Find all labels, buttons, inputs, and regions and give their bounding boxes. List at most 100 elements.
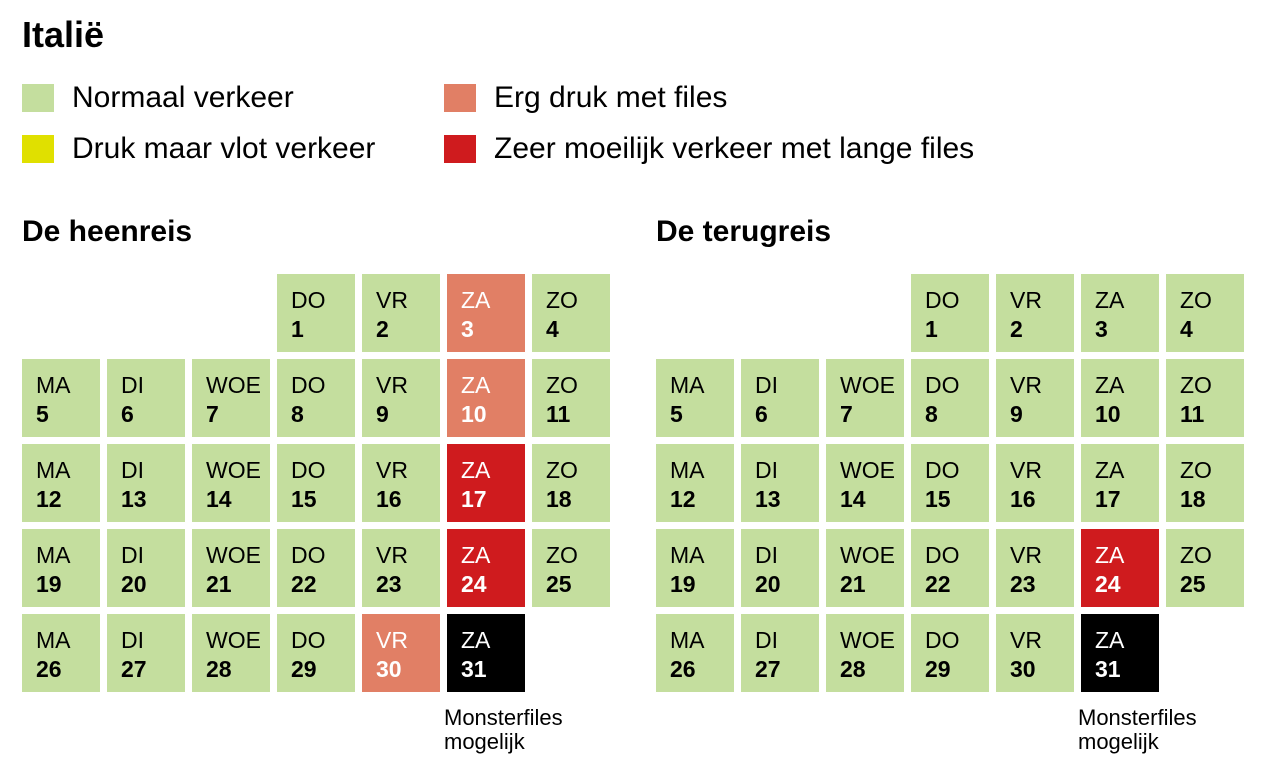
date-number: 14 bbox=[206, 486, 232, 512]
date-number: 6 bbox=[121, 401, 134, 427]
weekday-label: DI bbox=[121, 372, 144, 398]
weekday-label: ZA bbox=[1095, 372, 1125, 398]
weekday-label: VR bbox=[1010, 372, 1042, 398]
calendar-day-cell: WOE 21 bbox=[826, 529, 904, 607]
calendar-day-cell: ZA 17 bbox=[1081, 444, 1159, 522]
legend-label-erg: Erg druk met files bbox=[494, 81, 728, 114]
weekday-label: ZA bbox=[461, 542, 491, 568]
weekday-label: VR bbox=[376, 542, 408, 568]
weekday-label: ZA bbox=[461, 627, 491, 653]
note-line-1: Monsterfiles bbox=[444, 705, 563, 730]
calendar-day-cell: DO 29 bbox=[277, 614, 355, 692]
calendar-day-cell: ZA 3 bbox=[1081, 274, 1159, 352]
note-heenreis: Monsterfiles mogelijk bbox=[444, 706, 563, 754]
weekday-label: MA bbox=[36, 627, 71, 653]
calendar-day-cell: WOE 7 bbox=[192, 359, 270, 437]
date-number: 13 bbox=[121, 486, 147, 512]
weekday-label: ZO bbox=[1180, 457, 1212, 483]
weekday-label: DI bbox=[755, 627, 778, 653]
date-number: 25 bbox=[546, 571, 572, 597]
calendar-day-cell: ZO 4 bbox=[1166, 274, 1244, 352]
date-number: 3 bbox=[461, 316, 474, 342]
calendar-day-cell: ZO 18 bbox=[1166, 444, 1244, 522]
calendar-terugreis: DO 1 VR 2 ZA 3 ZO 4 MA 5 DI 6 WOE 7 DO 8 VR 9 ZA 10 ZO 11 MA 12… bbox=[656, 274, 1246, 754]
legend-swatch-normal bbox=[22, 84, 54, 112]
weekday-label: DO bbox=[291, 457, 326, 483]
weekday-label: MA bbox=[36, 457, 71, 483]
date-number: 28 bbox=[840, 656, 866, 682]
calendar-day-cell: MA 26 bbox=[22, 614, 100, 692]
date-number: 22 bbox=[291, 571, 317, 597]
weekday-label: WOE bbox=[840, 457, 895, 483]
legend-label-normal: Normaal verkeer bbox=[72, 81, 294, 114]
calendar-day-cell: ZO 18 bbox=[532, 444, 610, 522]
date-number: 3 bbox=[1095, 316, 1108, 342]
date-number: 8 bbox=[291, 401, 304, 427]
calendar-day-cell: MA 26 bbox=[656, 614, 734, 692]
note-line-1: Monsterfiles bbox=[1078, 705, 1197, 730]
legend-label-druk: Druk maar vlot verkeer bbox=[72, 132, 376, 165]
calendar-day-cell: DO 15 bbox=[911, 444, 989, 522]
date-number: 10 bbox=[1095, 401, 1121, 427]
calendar-day-cell: ZO 11 bbox=[1166, 359, 1244, 437]
calendar-day-cell: ZO 11 bbox=[532, 359, 610, 437]
calendar-day-cell: ZA 10 bbox=[1081, 359, 1159, 437]
weekday-label: DI bbox=[121, 542, 144, 568]
date-number: 29 bbox=[291, 656, 317, 682]
weekday-label: ZO bbox=[546, 287, 578, 313]
date-number: 8 bbox=[925, 401, 938, 427]
date-number: 11 bbox=[546, 401, 571, 427]
weekday-label: DO bbox=[291, 287, 326, 313]
date-number: 4 bbox=[546, 316, 559, 342]
weekday-label: VR bbox=[1010, 627, 1042, 653]
date-number: 24 bbox=[1095, 571, 1121, 597]
calendar-day-cell: MA 19 bbox=[656, 529, 734, 607]
date-number: 26 bbox=[36, 656, 62, 682]
date-number: 17 bbox=[461, 486, 487, 512]
section-title-heenreis: De heenreis bbox=[22, 215, 193, 248]
date-number: 9 bbox=[376, 401, 389, 427]
date-number: 31 bbox=[1095, 656, 1121, 682]
weekday-label: DI bbox=[755, 457, 778, 483]
calendar-day-cell: WOE 14 bbox=[192, 444, 270, 522]
weekday-label: WOE bbox=[206, 627, 261, 653]
date-number: 23 bbox=[1010, 571, 1036, 597]
weekday-label: MA bbox=[670, 627, 705, 653]
calendar-heenreis: DO 1 VR 2 ZA 3 ZO 4 MA 5 DI 6 WOE 7 DO 8 VR 9 ZA 10 ZO 11 MA 12… bbox=[22, 274, 612, 754]
weekday-label: DO bbox=[925, 372, 960, 398]
calendar-day-cell: ZA 17 bbox=[447, 444, 525, 522]
weekday-label: WOE bbox=[840, 542, 895, 568]
date-number: 1 bbox=[925, 316, 938, 342]
weekday-label: DO bbox=[925, 287, 960, 313]
calendar-day-cell: MA 5 bbox=[22, 359, 100, 437]
weekday-label: ZO bbox=[1180, 372, 1212, 398]
calendar-day-cell: MA 12 bbox=[22, 444, 100, 522]
date-number: 4 bbox=[1180, 316, 1193, 342]
calendar-day-cell: VR 16 bbox=[362, 444, 440, 522]
date-number: 20 bbox=[755, 571, 781, 597]
calendar-day-cell: WOE 14 bbox=[826, 444, 904, 522]
calendar-day-cell: DI 13 bbox=[107, 444, 185, 522]
legend-swatch-zeer bbox=[444, 135, 476, 163]
date-number: 5 bbox=[36, 401, 49, 427]
calendar-day-cell: ZO 4 bbox=[532, 274, 610, 352]
weekday-label: ZO bbox=[1180, 542, 1212, 568]
calendar-day-cell: DO 8 bbox=[277, 359, 355, 437]
calendar-day-cell: VR 9 bbox=[362, 359, 440, 437]
date-number: 10 bbox=[461, 401, 487, 427]
weekday-label: DI bbox=[755, 372, 778, 398]
legend-swatch-druk bbox=[22, 135, 54, 163]
date-number: 12 bbox=[670, 486, 696, 512]
date-number: 7 bbox=[840, 401, 853, 427]
weekday-label: WOE bbox=[206, 542, 261, 568]
date-number: 12 bbox=[36, 486, 62, 512]
date-number: 25 bbox=[1180, 571, 1206, 597]
weekday-label: ZA bbox=[1095, 627, 1125, 653]
calendar-day-cell: DI 20 bbox=[107, 529, 185, 607]
weekday-label: DI bbox=[755, 542, 778, 568]
calendar-day-cell: DI 6 bbox=[107, 359, 185, 437]
weekday-label: ZO bbox=[546, 542, 578, 568]
calendar-day-cell: VR 9 bbox=[996, 359, 1074, 437]
date-number: 31 bbox=[461, 656, 487, 682]
weekday-label: MA bbox=[670, 542, 705, 568]
